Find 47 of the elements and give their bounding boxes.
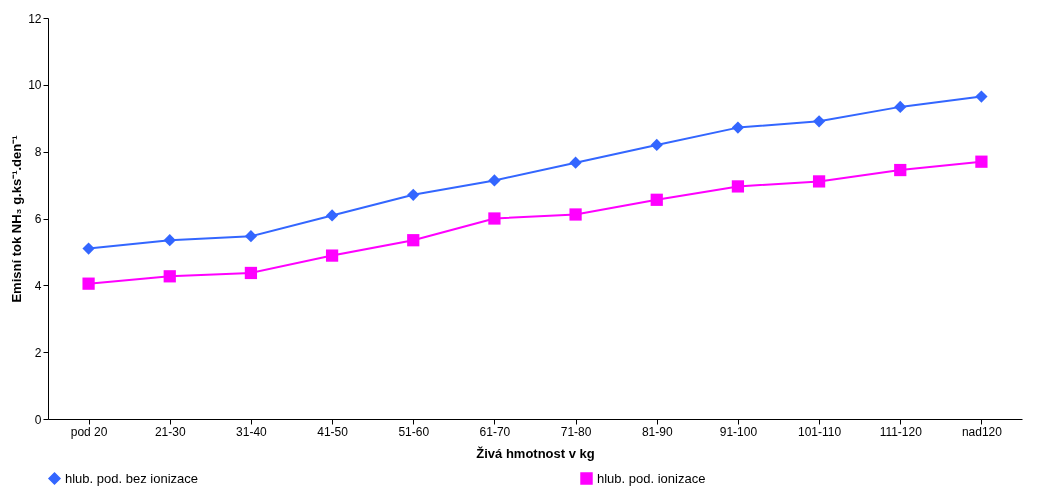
point: [244, 230, 258, 243]
x-tick-label: nad120: [961, 424, 1003, 439]
point: [488, 212, 501, 225]
point: [407, 188, 420, 201]
y-tick-label: 10: [28, 78, 42, 93]
y-tick-label: 4: [34, 278, 42, 293]
point: [650, 138, 663, 152]
point: [407, 234, 420, 247]
y-tick-label: 2: [34, 345, 42, 360]
x-tick-label: 61-70: [479, 424, 511, 439]
y-tick-label: 12: [28, 11, 42, 26]
point: [650, 193, 663, 206]
x-tick-label: 21-30: [154, 424, 186, 439]
y-axis-title: Emisní tok NH₃ g.ks⁻¹.den⁻¹: [9, 135, 25, 303]
x-tick-label: 101-110: [798, 424, 842, 439]
point: [812, 115, 826, 128]
point: [731, 180, 745, 193]
x-tick-label: 41-50: [317, 424, 349, 439]
point: [731, 121, 745, 134]
point: [488, 174, 501, 187]
x-tick-label: 91-100: [719, 424, 758, 439]
x-tick-label: 51-60: [398, 424, 430, 439]
point: [244, 266, 258, 280]
point: [975, 90, 988, 103]
y-tick-label: 8: [34, 145, 42, 160]
x-tick-label: 111-120: [879, 424, 923, 439]
x-tick-label: 71-80: [560, 424, 592, 439]
x-tick-label: 81-90: [641, 424, 673, 439]
point: [975, 155, 988, 168]
point: [894, 163, 907, 177]
y-tick-label: 6: [34, 212, 42, 226]
x-axis-title: Živá hmotnost v kg: [476, 445, 595, 461]
point: [894, 100, 907, 114]
point: [569, 156, 582, 169]
legend-label: hlub. pod. bez ionizace: [65, 470, 198, 486]
point: [163, 234, 176, 247]
point: [82, 242, 95, 255]
point: [325, 209, 339, 222]
x-tick-label: 31-40: [236, 424, 268, 439]
x-tick-label: pod 20: [70, 424, 108, 439]
point: [812, 175, 826, 188]
point: [163, 270, 176, 283]
point: [569, 208, 582, 221]
legend-label: hlub. pod. ionizace: [597, 470, 706, 486]
y-tick-label: 0: [34, 412, 42, 427]
point: [325, 249, 339, 262]
point: [82, 277, 95, 290]
